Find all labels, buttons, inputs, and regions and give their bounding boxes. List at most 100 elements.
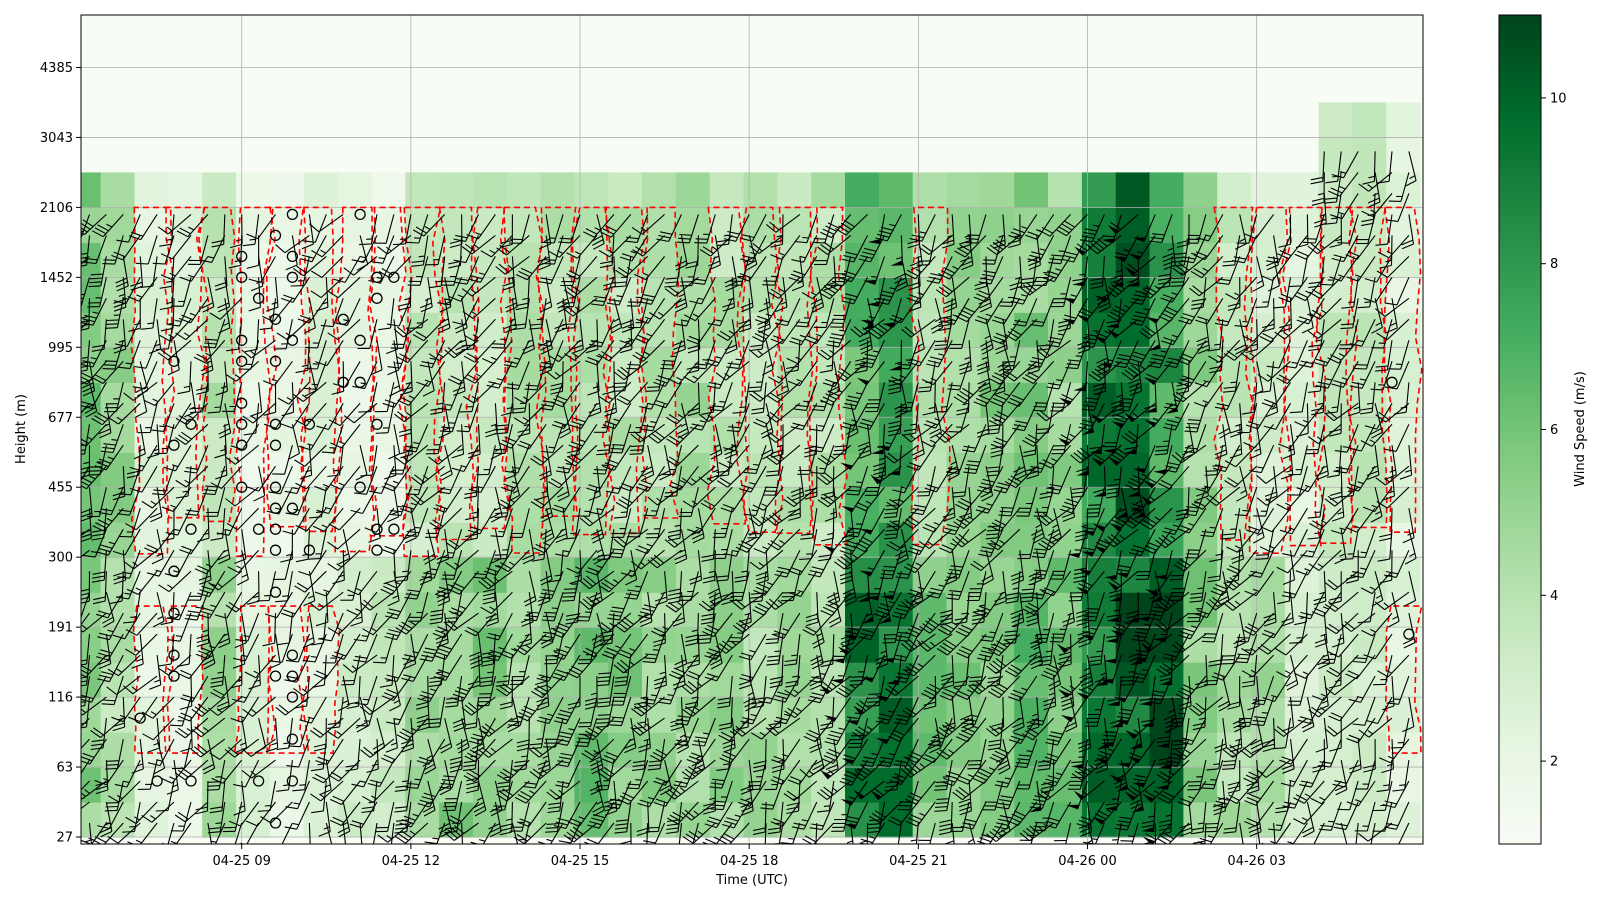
barb-full (62, 808, 72, 816)
barb-full (104, 327, 118, 329)
heatmap-cell (608, 172, 643, 208)
barb-full (596, 722, 609, 724)
heatmap-cell (912, 557, 948, 593)
heatmap-cell (81, 242, 102, 278)
heatmap-cell (81, 697, 102, 733)
barb-half (333, 469, 341, 472)
barb-half (159, 425, 166, 428)
barb-full (63, 727, 74, 733)
heatmap-cell (811, 697, 846, 733)
barb-full (221, 851, 233, 852)
barb-full (232, 846, 244, 849)
heatmap-cell (506, 172, 542, 208)
barb-full (619, 853, 631, 856)
heatmap-cell (1048, 592, 1083, 628)
heatmap-cell (980, 172, 1015, 208)
heatmap-cell (777, 662, 812, 698)
heatmap-cell (709, 172, 745, 208)
heatmap-cell (1217, 242, 1252, 278)
heatmap-cell (472, 207, 508, 243)
barb-full (88, 285, 101, 288)
heatmap-cell (1217, 767, 1252, 803)
heatmap-cell (202, 627, 237, 663)
barb-full (304, 367, 318, 370)
barb-full (61, 730, 72, 736)
heatmap-cell (100, 172, 136, 208)
barb-full (508, 848, 519, 854)
barb-full (81, 853, 93, 857)
barb-full (536, 845, 548, 849)
heatmap-cell (709, 732, 745, 768)
heatmap-cell (777, 172, 812, 208)
barb-full (66, 788, 77, 794)
barb-full (206, 788, 220, 791)
heatmap-cell (439, 452, 474, 488)
heatmap-cell (1183, 627, 1218, 663)
barb-full (66, 805, 76, 813)
barb-full (202, 853, 213, 858)
barb-full (542, 262, 555, 265)
heatmap-cell (134, 207, 169, 243)
heatmap-cell (1183, 732, 1218, 768)
barb-full (67, 241, 79, 242)
heatmap-cell (743, 627, 778, 663)
heatmap-cell (845, 557, 880, 593)
barb-full (597, 718, 610, 720)
heatmap-cell (811, 522, 846, 558)
heatmap-cell (81, 662, 102, 698)
heatmap-cell (540, 662, 575, 698)
barb-full (155, 348, 169, 351)
heatmap-cell (574, 487, 609, 523)
barb-full (619, 845, 631, 848)
barb-full (58, 797, 69, 803)
heatmap-cell (81, 627, 102, 663)
heatmap-cell (236, 697, 271, 733)
heatmap-cell (236, 557, 271, 593)
heatmap-cell (811, 557, 846, 593)
barb-full (563, 592, 576, 594)
barb-full (611, 444, 625, 446)
heatmap-cell (100, 627, 136, 663)
barb-full (556, 848, 568, 850)
barb-full (422, 850, 434, 852)
heatmap-cell (540, 172, 575, 208)
heatmap-cell (912, 172, 948, 208)
barb-full (469, 846, 481, 849)
heatmap-cell (81, 802, 102, 838)
heatmap-cell (134, 732, 169, 768)
barb-full (201, 848, 213, 850)
heatmap-cell (337, 627, 372, 663)
barb-full (104, 809, 118, 812)
barb-full (557, 843, 558, 844)
heatmap-cell (269, 172, 305, 208)
barb-full (64, 778, 76, 782)
barb-full (267, 847, 279, 850)
barb-full (372, 661, 386, 664)
barb-full (351, 853, 363, 857)
heatmap-cell (1115, 172, 1151, 208)
heatmap-cell (980, 732, 1015, 768)
barb-full (80, 849, 92, 853)
barb-half (74, 533, 79, 537)
heatmap-cell (777, 697, 812, 733)
barb-half (548, 446, 555, 449)
barb-half (362, 698, 370, 701)
barb-full (81, 234, 83, 236)
heatmap-cell (642, 557, 677, 593)
barb-full (635, 849, 647, 852)
barb-full (541, 241, 555, 244)
heatmap-cell (1149, 382, 1184, 418)
barb-full (562, 323, 576, 326)
heatmap-cell (540, 207, 575, 243)
heatmap-cell (81, 452, 102, 488)
heatmap-cell (371, 592, 406, 628)
heatmap-cell (202, 522, 237, 558)
heatmap-cell (439, 347, 474, 383)
heatmap-cell (980, 207, 1015, 243)
barb-full (543, 259, 556, 261)
heatmap-cell (303, 207, 339, 243)
heatmap-cell (675, 207, 711, 243)
heatmap-cell (946, 207, 981, 243)
heatmap-cell (81, 557, 102, 593)
